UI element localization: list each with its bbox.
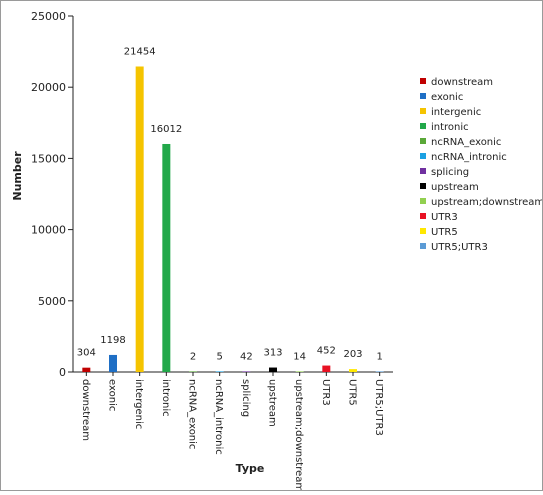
data-label: 14: [293, 351, 306, 362]
x-tick-label: UTR3: [320, 379, 331, 406]
bar-intronic: [162, 143, 171, 372]
data-label: 42: [240, 351, 253, 362]
legend-swatch: [420, 228, 426, 234]
y-tick-label: 25000: [31, 10, 66, 23]
x-axis-label: Type: [236, 462, 265, 475]
x-tick-label: intergenic: [133, 379, 144, 429]
bar-UTR5: [349, 369, 357, 372]
data-label: 1198: [100, 335, 125, 346]
legend-swatch: [420, 183, 426, 189]
data-label: 16012: [150, 124, 182, 135]
data-label: 2: [190, 351, 196, 362]
y-tick-label: 15000: [31, 152, 66, 165]
legend-swatch: [420, 138, 426, 144]
legend-swatch: [420, 198, 426, 204]
axes: [68, 15, 393, 376]
data-label: 452: [317, 346, 336, 357]
legend: downstream exonic intergenic intronic ncRNA_…: [420, 77, 543, 253]
x-tick-label: UTR5: [347, 379, 358, 406]
legend-label: downstream: [431, 77, 493, 88]
legend-label: ncRNA_intronic: [431, 152, 507, 163]
legend-label: UTR3: [431, 212, 458, 223]
legend-swatch: [420, 78, 426, 84]
legend-label: intergenic: [431, 107, 481, 118]
bar-downstream: [82, 367, 91, 372]
data-label: 1: [376, 351, 382, 362]
legend-label: UTR5: [431, 227, 458, 238]
y-tick-label: 20000: [31, 81, 66, 94]
x-tick-label: downstream: [80, 379, 91, 441]
legend-swatch: [420, 243, 426, 249]
x-tick-label: ncRNA_intronic: [213, 379, 224, 455]
y-tick-labels: 0 5000 10000 15000 20000 25000: [31, 10, 66, 379]
legend-swatch: [420, 153, 426, 159]
y-tick-label: 0: [59, 366, 66, 379]
legend-label: upstream: [431, 182, 479, 193]
data-label: 203: [343, 349, 362, 360]
legend-swatch: [420, 123, 426, 129]
bar-ncRNA_intronic: [215, 371, 224, 372]
bar-UTR5;UTR3: [375, 371, 384, 372]
x-tick-label: UTR5;UTR3: [373, 379, 384, 436]
legend-label: ncRNA_exonic: [431, 137, 501, 148]
legend-label: splicing: [431, 167, 469, 178]
x-tick-label: exonic: [107, 379, 118, 411]
x-tick-labels: downstream exonic intergenic intronic ncRNA_…: [80, 379, 384, 492]
legend-label: exonic: [431, 92, 463, 103]
legend-swatch: [420, 168, 426, 174]
x-tick-label: upstream: [267, 379, 278, 427]
y-axis-label: Number: [11, 151, 24, 201]
bars: [82, 66, 384, 372]
x-tick-label: ncRNA_exonic: [187, 379, 198, 449]
bar-UTR3: [322, 365, 331, 372]
legend-label: intronic: [431, 122, 469, 133]
data-label: 21454: [124, 46, 156, 57]
data-label: 304: [77, 348, 96, 359]
legend-label: UTR5;UTR3: [431, 242, 488, 253]
bar-upstream: [269, 367, 277, 372]
x-tick-label: splicing: [240, 379, 251, 417]
data-label: 313: [263, 348, 282, 359]
data-labels: 304 1198 21454 16012 2 5 42 313 14 452 203 1: [77, 46, 383, 362]
bar-exonic: [109, 354, 117, 372]
bar-splicing: [242, 371, 251, 372]
y-tick-label: 5000: [38, 295, 66, 308]
bar-ncRNA_exonic: [189, 371, 197, 372]
legend-label: upstream;downstream: [431, 197, 542, 208]
legend-swatch: [420, 108, 426, 114]
data-label: 5: [216, 351, 222, 362]
bar-upstream;downstream: [295, 371, 304, 372]
x-tick-label: upstream;downstream: [293, 379, 304, 490]
x-tick-label: intronic: [160, 379, 171, 417]
legend-swatch: [420, 213, 426, 219]
bar-intergenic: [135, 66, 144, 372]
legend-swatch: [420, 93, 426, 99]
y-tick-label: 10000: [31, 224, 66, 237]
